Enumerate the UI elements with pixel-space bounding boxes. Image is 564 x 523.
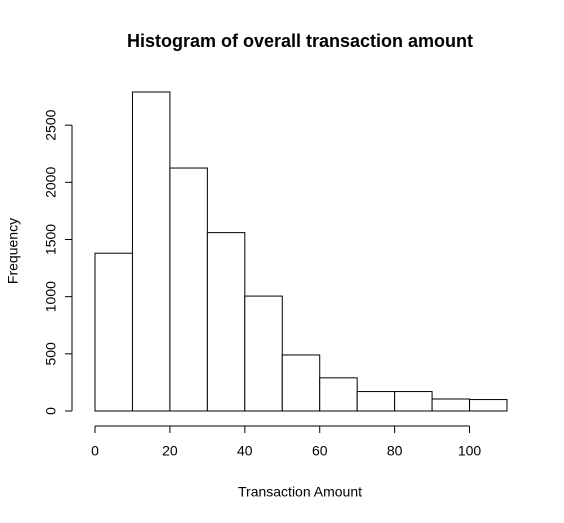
x-tick-label: 60	[312, 443, 328, 459]
bar	[206, 232, 246, 412]
bar	[131, 91, 171, 412]
y-tick-label: 1500	[43, 224, 59, 255]
bar	[356, 391, 396, 412]
bar	[94, 252, 133, 412]
bar	[169, 167, 208, 412]
chart-title: Histogram of overall transaction amount	[127, 31, 473, 51]
y-tick-label: 1000	[43, 281, 59, 312]
y-axis-label: Frequency	[5, 218, 21, 284]
bar	[469, 399, 508, 412]
bar	[319, 377, 358, 412]
y-tick-label: 0	[43, 407, 59, 415]
x-tick-label: 100	[458, 443, 482, 459]
x-tick-label: 20	[162, 443, 178, 459]
bar	[431, 398, 471, 412]
y-tick-label: 2500	[43, 109, 59, 140]
y-tick-label: 500	[43, 342, 59, 366]
x-tick-label: 40	[237, 443, 253, 459]
x-axis-label: Transaction Amount	[238, 484, 362, 500]
y-tick-label: 2000	[43, 167, 59, 198]
x-tick-label: 0	[91, 443, 99, 459]
bar	[281, 354, 321, 412]
bar	[244, 295, 283, 412]
x-tick-label: 80	[387, 443, 403, 459]
bar	[394, 391, 433, 412]
